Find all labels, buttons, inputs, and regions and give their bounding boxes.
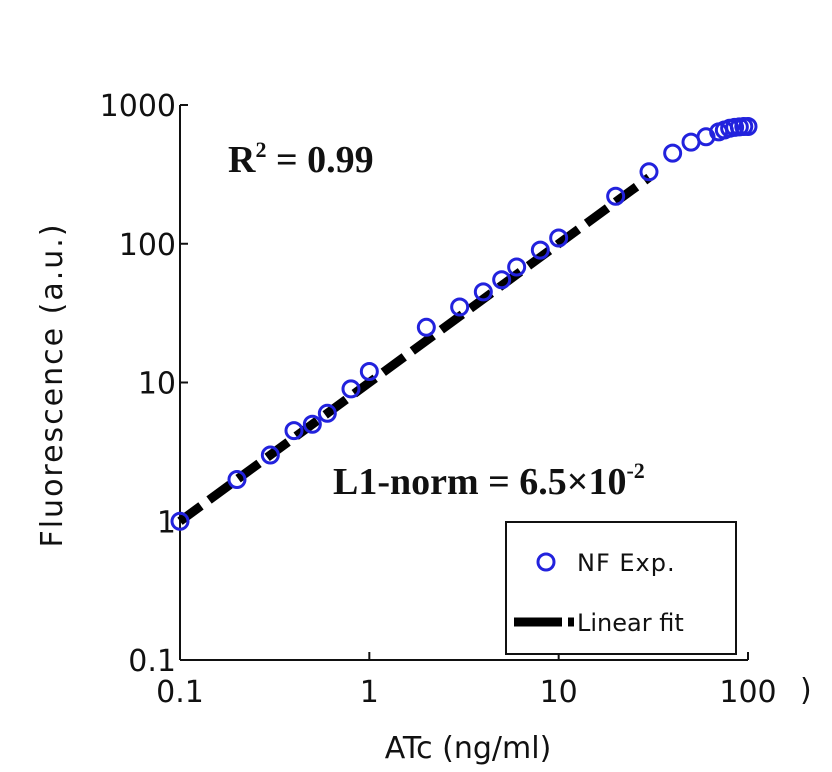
legend-label-linear-fit: Linear fit (577, 609, 684, 637)
data-point (663, 143, 683, 163)
linear-fit-line (177, 173, 652, 525)
data-point (302, 414, 322, 434)
y-axis-title: Fluorescence (a.u.) (35, 222, 70, 547)
data-point (170, 511, 190, 531)
y-tick-label: 1 (157, 505, 176, 540)
data-point (416, 317, 436, 337)
l1-norm-base: L1-norm = 6.5×10 (333, 461, 626, 503)
legend-box (505, 521, 737, 655)
data-point (227, 469, 247, 489)
data-point (317, 403, 337, 423)
data-point (450, 297, 470, 317)
y-tick-label: 1000 (100, 89, 176, 124)
data-point (738, 116, 758, 136)
x-tick-label: 10 (540, 675, 578, 710)
r-squared-value: = 0.99 (266, 139, 373, 181)
x-tick-label: 1 (360, 675, 379, 710)
r-squared-exponent: 2 (255, 137, 266, 162)
data-point (284, 421, 304, 441)
x-axis-ticks: 0.1 1 10 100 (156, 652, 777, 710)
cropped-parenthesis-artifact: ) (800, 673, 812, 708)
x-tick-label: 100 (719, 675, 776, 710)
data-point (507, 257, 527, 277)
y-tick-label: 0.1 (128, 644, 176, 679)
data-point (359, 362, 379, 382)
r-squared-base: R (228, 139, 256, 181)
data-points-layer (170, 116, 758, 531)
data-point (260, 445, 280, 465)
legend: NF Exp. Linear fit (505, 521, 737, 655)
data-point (639, 162, 659, 182)
x-axis-title: ATc (ng/ml) (385, 731, 552, 766)
data-point (341, 379, 361, 399)
data-point (492, 270, 512, 290)
y-axis-ticks: 0.1 1 10 100 1000 (100, 89, 188, 679)
x-tick-label: 0.1 (156, 675, 204, 710)
l1-norm-exponent: -2 (626, 458, 644, 483)
r-squared-annotation: R2 = 0.99 (228, 137, 374, 181)
data-point (473, 282, 493, 302)
data-point (530, 240, 550, 260)
data-point (606, 186, 626, 206)
y-tick-label: 100 (119, 228, 176, 263)
y-tick-label: 10 (138, 367, 176, 402)
l1-norm-annotation: L1-norm = 6.5×10-2 (333, 458, 645, 503)
linear-fit-layer (177, 173, 652, 525)
data-point (549, 228, 569, 248)
legend-label-nf-exp: NF Exp. (577, 549, 676, 577)
legend-marker-nf-exp (536, 552, 556, 572)
